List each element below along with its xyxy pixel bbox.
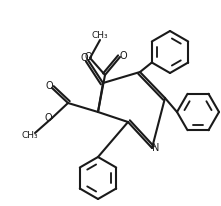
Text: O: O bbox=[44, 113, 52, 123]
Text: N: N bbox=[152, 143, 160, 153]
Text: CH₃: CH₃ bbox=[22, 130, 38, 139]
Text: O: O bbox=[119, 51, 127, 61]
Text: O: O bbox=[80, 53, 88, 63]
Text: O: O bbox=[45, 81, 53, 91]
Text: O: O bbox=[84, 52, 92, 62]
Text: CH₃: CH₃ bbox=[92, 30, 108, 40]
